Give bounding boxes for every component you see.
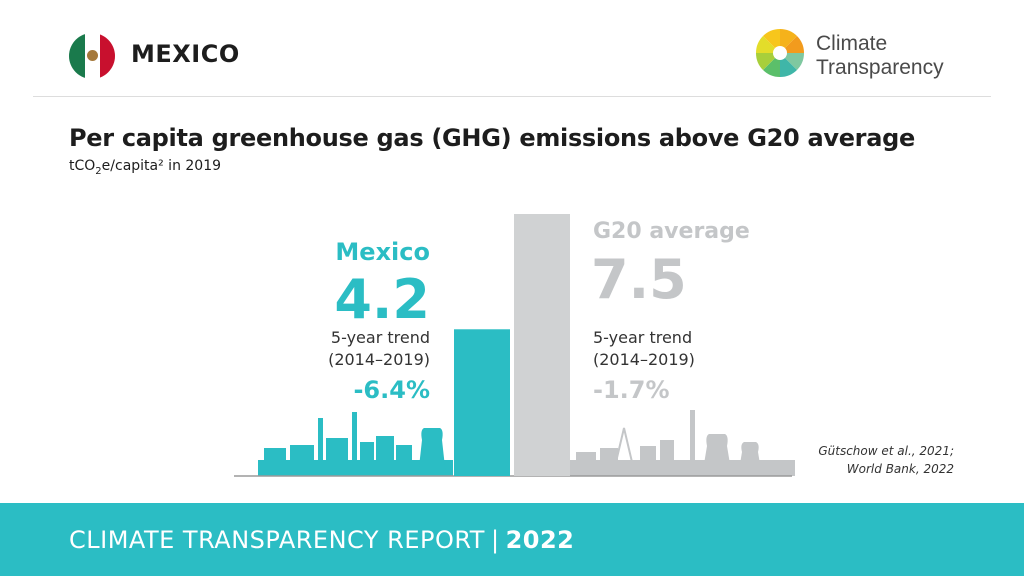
bar-g20-average (514, 214, 570, 476)
logo-line-2: Transparency (816, 56, 944, 79)
chart-subtitle: tCO2e/capita² in 2019 (69, 158, 221, 177)
footer-separator: | (490, 526, 500, 554)
industry-skyline-right (570, 410, 795, 476)
climate-transparency-logo-icon (755, 28, 805, 78)
footer-banner: CLIMATE TRANSPARENCY REPORT | 2022 (0, 503, 1024, 576)
g20-value-label: 7.5 (591, 248, 687, 311)
source-note: Gütschow et al., 2021; World Bank, 2022 (818, 442, 954, 478)
footer-text: CLIMATE TRANSPARENCY REPORT | 2022 (69, 526, 574, 554)
subtitle-prefix: tCO (69, 158, 96, 174)
g20-trend-label: 5-year trend (593, 328, 692, 347)
g20-trend-value: -1.7% (593, 376, 670, 404)
mexico-value-label: 4.2 (334, 268, 430, 331)
header: MEXICO Climate Transparency (0, 0, 1024, 98)
footer-report-name: CLIMATE TRANSPARENCY REPORT (69, 526, 485, 554)
header-divider (33, 96, 991, 97)
logo-line-1: Climate (816, 32, 888, 55)
bar-mexico (454, 329, 510, 476)
chart-title: Per capita greenhouse gas (GHG) emission… (69, 124, 915, 152)
mexico-label: Mexico (335, 238, 430, 266)
subtitle-subscript: 2 (95, 165, 102, 177)
mexico-trend-label: 5-year trend (331, 328, 430, 347)
source-line-2: World Bank, 2022 (846, 462, 954, 476)
mexico-flag-icon (69, 33, 115, 79)
industry-skyline-left (258, 412, 453, 476)
mexico-trend-value: -6.4% (353, 376, 430, 404)
g20-trend-period: (2014–2019) (593, 350, 695, 369)
source-line-1: Gütschow et al., 2021; (818, 444, 954, 458)
g20-label: G20 average (593, 219, 750, 244)
logo-text: Climate Transparency (816, 32, 944, 80)
footer-year: 2022 (505, 526, 575, 554)
subtitle-suffix: e/capita² in 2019 (101, 158, 222, 174)
mexico-trend-period: (2014–2019) (328, 350, 430, 369)
country-name: MEXICO (131, 40, 240, 68)
